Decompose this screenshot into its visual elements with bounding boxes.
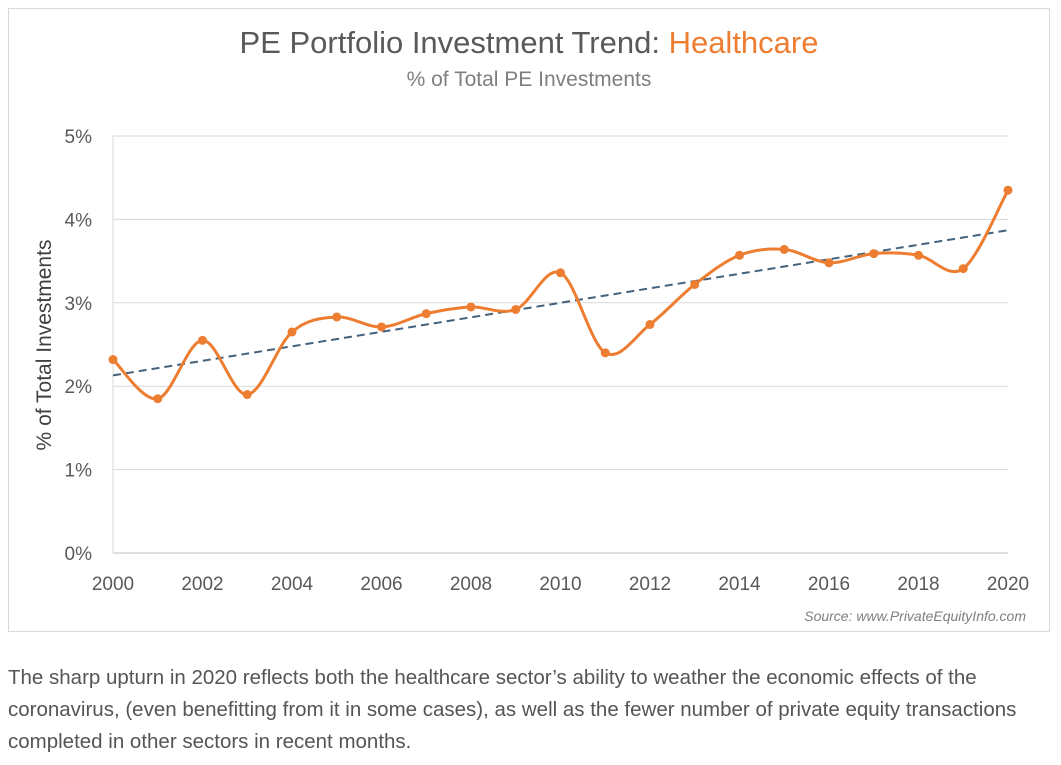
- chart-frame: [8, 8, 1050, 632]
- y-tick-label: 4%: [65, 210, 93, 231]
- chart-title: PE Portfolio Investment Trend: Healthcar…: [240, 25, 819, 60]
- data-point: [1003, 185, 1013, 195]
- data-point: [287, 327, 297, 337]
- data-point: [242, 390, 252, 400]
- x-tick-label: 2014: [718, 574, 761, 595]
- gridlines: [113, 135, 1008, 471]
- x-tick-label: 2000: [92, 574, 134, 595]
- x-axis-ticks: 2000 2002 2004 2006 2008 2010 2012 2014 2016 2018…: [92, 574, 1029, 595]
- data-point: [914, 250, 923, 260]
- data-point: [153, 394, 163, 404]
- y-tick-label: 3%: [65, 294, 93, 315]
- data-point: [198, 335, 207, 345]
- y-tick-label: 0%: [65, 544, 93, 565]
- data-point: [108, 355, 118, 365]
- data-point: [779, 244, 789, 254]
- series-line: [111, 188, 1010, 401]
- data-point: [735, 250, 744, 260]
- caption-paragraph: The sharp upturn in 2020 reflects both t…: [8, 666, 1017, 753]
- data-point: [600, 348, 610, 358]
- y-axis-title: % of Total Investments: [33, 240, 56, 451]
- trend-line-group: [112, 229, 1009, 377]
- y-tick-label: 5%: [65, 127, 93, 148]
- x-tick-label: 2010: [539, 574, 581, 595]
- x-tick-label: 2018: [897, 574, 939, 595]
- x-tick-label: 2020: [987, 574, 1029, 595]
- data-point: [958, 264, 968, 274]
- data-point: [421, 309, 431, 319]
- data-point: [556, 268, 565, 278]
- data-point: [332, 312, 342, 322]
- y-tick-label: 2%: [65, 377, 93, 398]
- data-point: [377, 322, 386, 332]
- y-axis-ticks: 0% 1% 2% 3% 4% 5%: [65, 127, 93, 565]
- x-tick-label: 2008: [450, 574, 492, 595]
- data-point: [511, 304, 521, 314]
- series-group: [108, 185, 1013, 404]
- trend-line: [112, 229, 1009, 377]
- x-tick-label: 2006: [360, 574, 402, 595]
- chart-title-highlight: Healthcare: [669, 25, 819, 60]
- x-tick-label: 2002: [181, 574, 223, 595]
- line-chart: PE Portfolio Investment Trend: Healthcar…: [33, 25, 1029, 624]
- data-point: [869, 249, 879, 259]
- source-note: Source: www.PrivateEquityInfo.com: [804, 608, 1026, 624]
- x-tick-label: 2004: [271, 574, 314, 595]
- x-tick-label: 2016: [808, 574, 850, 595]
- data-point: [466, 302, 476, 312]
- chart-subtitle: % of Total PE Investments: [407, 68, 652, 91]
- data-point: [645, 319, 655, 329]
- data-point: [690, 279, 700, 289]
- chart-title-main: PE Portfolio Investment Trend:: [240, 25, 669, 60]
- y-tick-label: 1%: [65, 461, 93, 482]
- x-tick-label: 2012: [629, 574, 671, 595]
- data-point: [824, 258, 834, 268]
